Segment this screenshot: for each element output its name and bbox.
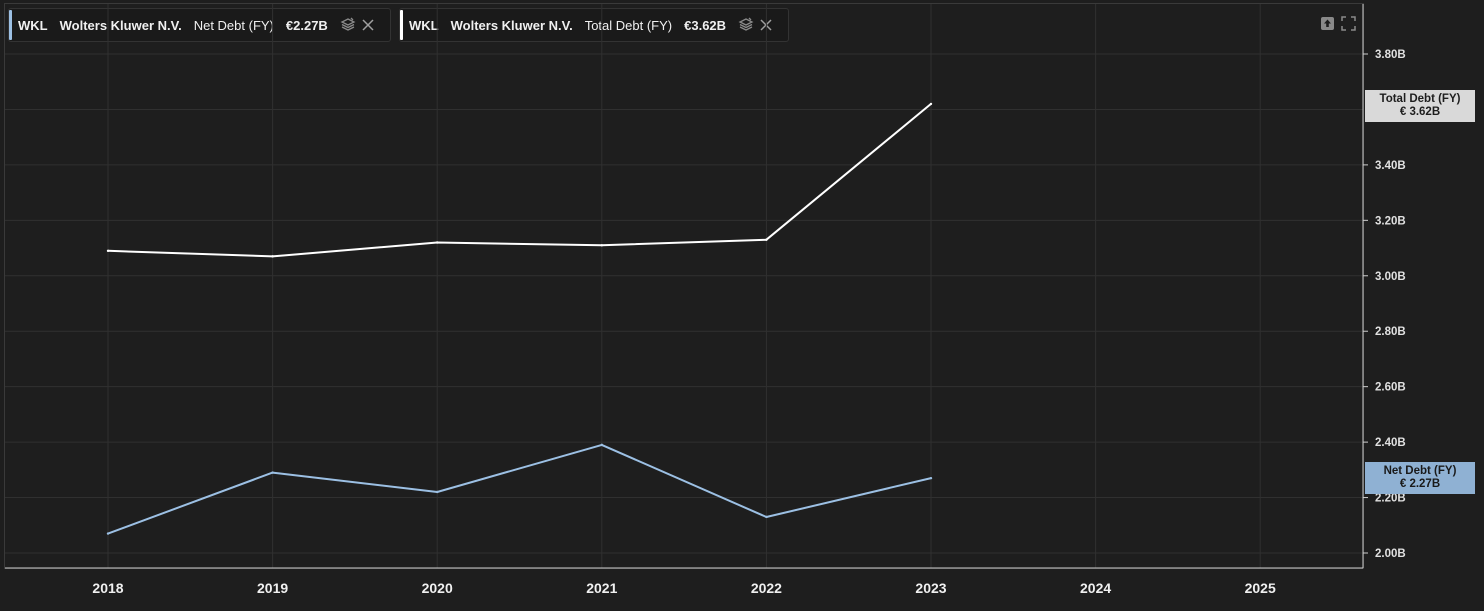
x-tick-label: 2019 xyxy=(257,580,288,596)
series-line xyxy=(107,103,932,258)
series-point xyxy=(271,471,274,474)
series-point xyxy=(436,490,439,494)
flag-value: € 2.27B xyxy=(1399,478,1441,490)
legend-company: Wolters Kluwer N.V. xyxy=(59,17,182,33)
y-tick-label: 2.00B xyxy=(1375,548,1406,560)
series-point xyxy=(765,515,768,519)
y-tick-label: 3.00B xyxy=(1375,271,1406,283)
series-point xyxy=(106,249,110,253)
legend-company: Wolters Kluwer N.V. xyxy=(450,17,573,33)
series-color-swatch xyxy=(400,10,403,40)
series-color-swatch xyxy=(9,10,12,40)
flag-value: € 3.62B xyxy=(1399,106,1441,118)
total-debt-price-flag: Total Debt (FY) € 3.62B xyxy=(1365,90,1475,122)
x-tick-label: 2021 xyxy=(586,580,617,596)
y-tick-label: 3.80B xyxy=(1375,49,1406,61)
series-point xyxy=(600,443,603,447)
x-tick-label: 2024 xyxy=(1080,580,1111,596)
x-tick-label: 2022 xyxy=(751,580,782,596)
series-point xyxy=(929,102,933,106)
x-tick-label: 2025 xyxy=(1245,580,1276,596)
series-point xyxy=(271,255,274,258)
legend-metric: Total Debt (FY) xyxy=(584,17,673,33)
stack-icon[interactable] xyxy=(738,17,754,33)
y-tick-label: 2.80B xyxy=(1375,326,1406,338)
stack-icon[interactable] xyxy=(340,17,356,33)
y-tick-label: 3.40B xyxy=(1375,160,1406,172)
y-tick-label: 2.40B xyxy=(1375,437,1406,449)
close-icon[interactable] xyxy=(362,19,374,31)
series-line xyxy=(107,443,932,535)
series-point xyxy=(929,476,933,480)
series-point xyxy=(436,241,439,244)
legend-ticker: WKL xyxy=(18,17,48,33)
legend-ticker: WKL xyxy=(409,17,439,33)
flag-label: Total Debt (FY) xyxy=(1379,93,1461,105)
series-point xyxy=(765,238,768,241)
series-point xyxy=(600,244,603,247)
x-tick-label: 2020 xyxy=(422,580,453,596)
y-tick-label: 2.20B xyxy=(1375,493,1406,505)
y-tick-label: 2.60B xyxy=(1375,382,1406,394)
x-tick-label: 2023 xyxy=(915,580,946,596)
legend-value: €3.62B xyxy=(684,17,727,33)
fullscreen-icon[interactable] xyxy=(1341,16,1356,31)
legend-metric: Net Debt (FY) xyxy=(193,17,274,33)
legend-value: €2.27B xyxy=(285,17,328,33)
net-debt-price-flag: Net Debt (FY) € 2.27B xyxy=(1365,462,1475,494)
legend-tag-net-debt[interactable]: WKL Wolters Kluwer N.V. Net Debt (FY) €2… xyxy=(8,8,391,42)
upload-icon[interactable] xyxy=(1320,16,1335,31)
y-tick-label: 3.20B xyxy=(1375,215,1406,227)
x-tick-label: 2018 xyxy=(92,580,123,596)
legend-tag-total-debt[interactable]: WKL Wolters Kluwer N.V. Total Debt (FY) … xyxy=(399,8,789,42)
flag-label: Net Debt (FY) xyxy=(1383,465,1457,477)
series-point xyxy=(106,532,110,535)
chart-toolbar xyxy=(1320,16,1356,31)
